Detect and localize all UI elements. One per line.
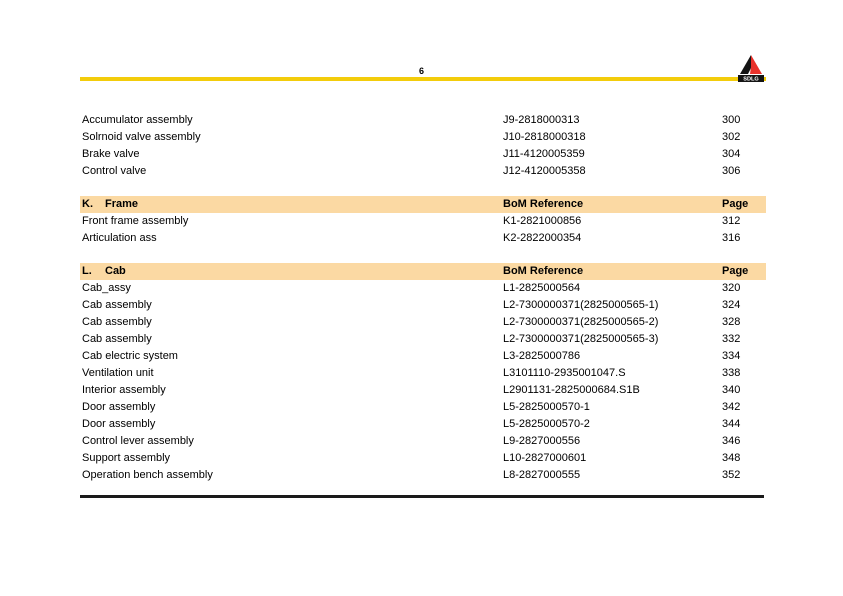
- bom-reference: K2-2822000354: [503, 232, 582, 244]
- page-ref: 328: [722, 316, 741, 328]
- section-letter: L.: [82, 265, 92, 277]
- page-ref: 306: [722, 165, 741, 177]
- page-ref: 342: [722, 401, 741, 413]
- bom-reference-column-header: BoM Reference: [503, 198, 584, 210]
- bom-reference-column-header: BoM Reference: [503, 265, 584, 277]
- bom-reference: J11-4120005359: [503, 148, 585, 160]
- table-row: Articulation ass K2-2822000354 316: [80, 230, 766, 247]
- section-header-bar: K. Frame BoM Reference Page: [80, 196, 766, 213]
- bom-reference: J9-2818000313: [503, 114, 580, 126]
- footer-rule: [80, 495, 764, 498]
- item-name: Ventilation unit: [82, 367, 154, 379]
- bom-reference: L10-2827000601: [503, 452, 587, 464]
- page-column-header: Page: [722, 198, 749, 210]
- page-column-header: Page: [722, 265, 749, 277]
- bom-reference: L5-2825000570-2: [503, 418, 590, 430]
- page-ref: 344: [722, 418, 741, 430]
- page-ref: 302: [722, 131, 741, 143]
- section-continued: Accumulator assembly J9-2818000313 300 Solr…: [80, 112, 766, 180]
- parts-table: Accumulator assembly J9-2818000313 300 Solr…: [80, 112, 766, 484]
- table-row: Brake valve J11-4120005359 304: [80, 146, 766, 163]
- section-letter: K.: [82, 198, 93, 210]
- page-ref: 352: [722, 469, 741, 481]
- page-ref: 304: [722, 148, 741, 160]
- item-name: Control valve: [82, 165, 147, 177]
- page-ref: 312: [722, 215, 741, 227]
- item-name: Door assembly: [82, 418, 156, 430]
- item-name: Cab electric system: [82, 350, 178, 362]
- table-row: Accumulator assembly J9-2818000313 300: [80, 112, 766, 129]
- item-name: Cab assembly: [82, 316, 152, 328]
- sdlg-logo-icon: SDLG: [738, 55, 764, 83]
- item-name: Door assembly: [82, 401, 156, 413]
- page-ref: 324: [722, 299, 741, 311]
- page-number: 6: [418, 66, 424, 76]
- bom-reference: L2-7300000371(2825000565-2): [503, 316, 659, 328]
- bom-reference: L8-2827000555: [503, 469, 581, 481]
- bom-reference: L2901131-2825000684.S1B: [503, 384, 640, 396]
- item-name: Operation bench assembly: [82, 469, 213, 481]
- bom-reference: L2-7300000371(2825000565-3): [503, 333, 659, 345]
- page-ref: 320: [722, 282, 741, 294]
- bom-reference: L5-2825000570-1: [503, 401, 590, 413]
- table-row: Door assembly L5-2825000570-2 344: [80, 416, 766, 433]
- bom-reference: L3101110-2935001047.S: [503, 367, 626, 379]
- item-name: Cab assembly: [82, 333, 152, 345]
- page-ref: 334: [722, 350, 741, 362]
- table-row: Interior assembly L2901131-2825000684.S1B…: [80, 382, 766, 399]
- table-row: Control valve J12-4120005358 306: [80, 163, 766, 180]
- table-row: Cab_assy L1-2825000564 320: [80, 280, 766, 297]
- page-ref: 348: [722, 452, 741, 464]
- item-name: Support assembly: [82, 452, 171, 464]
- bom-reference: L1-2825000564: [503, 282, 581, 294]
- page-ref: 346: [722, 435, 741, 447]
- section-title: Frame: [105, 198, 139, 210]
- bom-reference: J10-2818000318: [503, 131, 586, 143]
- table-row: Door assembly L5-2825000570-1 342: [80, 399, 766, 416]
- item-name: Articulation ass: [82, 232, 157, 244]
- table-row: Operation bench assembly L8-2827000555 352: [80, 467, 766, 484]
- page-ref: 332: [722, 333, 741, 345]
- item-name: Accumulator assembly: [82, 114, 193, 126]
- header-rule: [80, 77, 766, 81]
- bom-reference: K1-2821000856: [503, 215, 582, 227]
- item-name: Cab_assy: [82, 282, 131, 294]
- table-row: Front frame assembly K1-2821000856 312: [80, 213, 766, 230]
- bom-reference: J12-4120005358: [503, 165, 586, 177]
- item-name: Cab assembly: [82, 299, 152, 311]
- table-row: Solrnoid valve assembly J10-2818000318 302: [80, 129, 766, 146]
- table-row: Control lever assembly L9-2827000556 346: [80, 433, 766, 450]
- item-name: Interior assembly: [82, 384, 166, 396]
- page-ref: 300: [722, 114, 741, 126]
- bom-reference: L9-2827000556: [503, 435, 581, 447]
- table-row: Cab assembly L2-7300000371(2825000565-2) 3…: [80, 314, 766, 331]
- section-k: K. Frame BoM Reference Page Front frame asse…: [80, 196, 766, 247]
- table-row: Cab electric system L3-2825000786 334: [80, 348, 766, 365]
- item-name: Brake valve: [82, 148, 140, 160]
- table-row: Cab assembly L2-7300000371(2825000565-3) 3…: [80, 331, 766, 348]
- bom-reference: L2-7300000371(2825000565-1): [503, 299, 659, 311]
- logo-brand-text: SDLG: [743, 77, 759, 83]
- page-ref: 338: [722, 367, 741, 379]
- page-ref: 340: [722, 384, 741, 396]
- table-row: Support assembly L10-2827000601 348: [80, 450, 766, 467]
- table-row: Cab assembly L2-7300000371(2825000565-1) 3…: [80, 297, 766, 314]
- item-name: Control lever assembly: [82, 435, 194, 447]
- item-name: Solrnoid valve assembly: [82, 131, 201, 143]
- section-l: L. Cab BoM Reference Page Cab_assy L1-2825000…: [80, 263, 766, 484]
- table-row: Ventilation unit L3101110-2935001047.S 338: [80, 365, 766, 382]
- section-title: Cab: [105, 265, 126, 277]
- section-header-bar: L. Cab BoM Reference Page: [80, 263, 766, 280]
- item-name: Front frame assembly: [82, 215, 189, 227]
- bom-reference: L3-2825000786: [503, 350, 581, 362]
- page-ref: 316: [722, 232, 741, 244]
